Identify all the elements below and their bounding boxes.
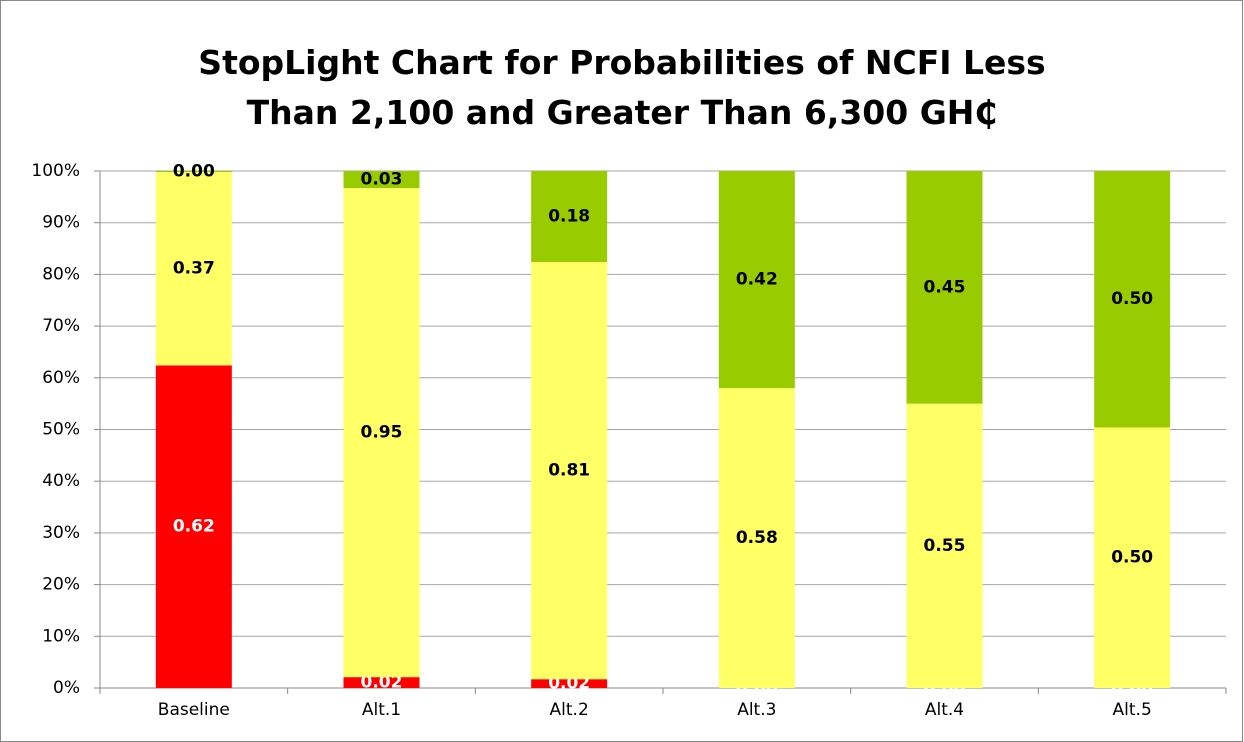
data-label: 0.37: [173, 259, 215, 279]
bar-segment: [531, 171, 608, 262]
chart-title: StopLight Chart for Probabilities of NCF…: [198, 43, 1046, 132]
x-tick-label: Alt.5: [1113, 700, 1152, 720]
x-tick-label: Alt.3: [737, 700, 776, 720]
data-label: 0.50: [1111, 548, 1153, 568]
data-label: 0.55: [924, 536, 966, 556]
bar-segment: [906, 171, 983, 404]
data-label: 0.50: [1111, 289, 1153, 309]
bar-segment: [1094, 171, 1171, 428]
y-tick-label: 10%: [42, 626, 80, 646]
x-tick-label: Alt.4: [925, 700, 964, 720]
bar-segment: [155, 171, 232, 173]
y-tick-label: 30%: [42, 523, 80, 543]
y-tick-label: 90%: [42, 213, 80, 233]
y-tick-label: 50%: [42, 420, 80, 440]
data-label: 0.02: [361, 673, 403, 693]
bar-segment: [155, 172, 232, 366]
data-label: 0.45: [924, 277, 966, 297]
bar-segment: [343, 171, 420, 189]
data-label: 0.00: [173, 162, 215, 182]
bar-segment: [1094, 427, 1171, 688]
bar-segment: [343, 677, 420, 688]
data-label: 0.18: [548, 206, 590, 226]
x-tick-label: Alt.2: [550, 700, 589, 720]
bar-segment: [531, 261, 608, 680]
y-tick-label: 70%: [42, 316, 80, 336]
y-tick-label: 0%: [53, 678, 80, 698]
y-tick-label: 20%: [42, 575, 80, 595]
bar-segment: [718, 388, 795, 688]
bar-segment: [155, 365, 232, 688]
data-label: 0.42: [736, 270, 778, 290]
y-tick-label: 80%: [42, 264, 80, 284]
x-tick-label: Baseline: [158, 700, 230, 720]
y-tick-label: 100%: [31, 161, 80, 181]
bar-segment: [906, 403, 983, 688]
data-label: 0.81: [548, 461, 590, 481]
bar-segment: [343, 188, 420, 678]
bar-segment: [718, 171, 795, 389]
x-tick-label: Alt.1: [362, 700, 401, 720]
y-tick-label: 40%: [42, 471, 80, 491]
data-label: 0.03: [361, 170, 403, 190]
data-label: 0.62: [173, 517, 215, 537]
bar-segment: [531, 679, 608, 688]
y-tick-label: 60%: [42, 368, 80, 388]
data-label: 0.58: [736, 528, 778, 548]
data-label: 0.95: [361, 423, 403, 443]
